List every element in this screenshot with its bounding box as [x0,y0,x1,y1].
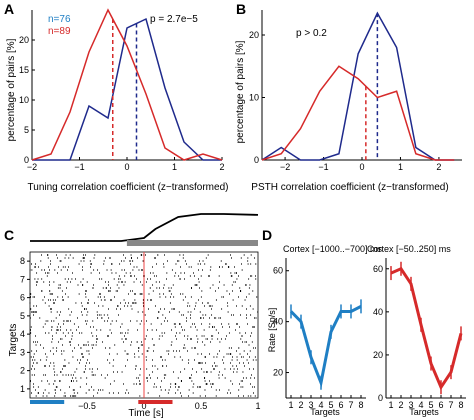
panel-d-right-ytick-label: 0 [378,393,383,403]
panel-b-ytick-label: 0 [254,155,259,165]
panel-c-ytick-label: 8 [20,256,25,266]
panel-d-right-xtick-label: 5 [428,400,433,410]
panel-d-right-xtick-label: 1 [388,400,393,410]
panel-b-xlabel: PSTH correlation coefficient (z−transfor… [251,182,448,193]
panel-c-ylabel: Targets [8,324,19,357]
panel-c-ytick-label: 1 [20,384,25,394]
panel-c-ytick-label: 5 [20,311,25,321]
panel-d-left-xtick-label: 3 [308,400,313,410]
panel-d-left-ytick-label: 40 [273,317,283,327]
panel-c-ytick-label: 2 [20,366,25,376]
panel-c: 1 2 3 4 5 6 7 8 −0.5 0 0.5 1 [20,213,261,411]
panel-d-left-title: Cortex [−1000..−700] ms [283,244,383,254]
panel-d-right-xtick-label: 4 [418,400,423,410]
panel-c-ytick-label: 7 [20,274,25,284]
panel-label-b: B [236,1,246,17]
panel-a-ylabel: percentage of pairs [%] [6,38,17,141]
panel-a-ytick-label: 5 [24,125,29,135]
panel-b-xtick-label: −2 [280,162,290,172]
panel-label-c: C [4,227,14,243]
panel-c-trace [30,213,259,242]
panel-a-xtick-label: 2 [219,162,224,172]
panel-d-left-ytick-label: 20 [273,368,283,378]
panel-c-xtick-label: 1 [255,401,260,411]
panel-label-d: D [262,227,272,243]
panel-b-xtick-label: −1 [318,162,328,172]
panel-b-series-0-line [261,11,455,161]
panel-a-pvalue: p = 2.7e−5 [150,14,198,25]
panel-d-right-ytick-label: 40 [373,307,383,317]
panel-a-ytick-label: 15 [19,65,29,75]
panel-d-right-xtick-label: 7 [448,400,453,410]
panel-c-red-bar [138,400,173,404]
panel-b-series-1-line [261,65,455,161]
panel-a-xlabel: Tuning correlation coefficient (z−transf… [28,182,229,193]
panel-d-left-xtick-label: 7 [348,400,353,410]
panel-a-series-1-line [31,8,223,161]
panel-c-xtick-label: 0.5 [195,401,208,411]
panel-d-left-ytick-label: 60 [273,266,283,276]
panel-a-ytick-label: 0 [24,155,29,165]
panel-a-legend-red: n=89 [48,26,71,37]
panel-d-right-xlabel: Targets [409,407,439,417]
panel-b-pvalue: p > 0.2 [296,28,327,39]
panel-c-blue-bar [30,400,65,404]
panel-d-right-series-0-line [390,266,463,391]
panel-a-xtick-label: −2 [27,162,37,172]
panel-b-ytick-label: 10 [249,93,259,103]
panel-d-left-xtick-label: 4 [318,400,323,410]
panel-a-xtick-label: 1 [172,162,177,172]
panel-d-left-xtick-label: 5 [328,400,333,410]
panel-c-spikes [29,254,258,397]
panel-d-left-xtick-label: 6 [338,400,343,410]
panel-a-ytick-label: 10 [19,95,29,105]
panel-c-gray-bar [126,240,259,246]
panel-c-xlabel: Time [s] [128,408,163,419]
panel-label-a: A [4,1,14,17]
panel-d-left-xlabel: Targets [310,407,340,417]
panel-c-xtick-label: 0 [141,401,146,411]
panel-d-right-ytick-label: 60 [373,264,383,274]
panel-a-xtick-label: 0 [124,162,129,172]
panel-c-ytick-label: 6 [20,293,25,303]
panel-b-ytick-label: 20 [249,30,259,40]
panel-a-series-0-line [32,17,222,161]
panel-c-ytick-label: 3 [20,347,25,357]
panel-a-ytick-label: 20 [19,35,29,45]
panel-b-xtick-label: 0 [359,162,364,172]
panel-d-right-title: Cortex [−50..250] ms [367,244,451,254]
panel-a-legend-blue: n=76 [48,14,71,25]
panel-d-right-xtick-label: 6 [438,400,443,410]
panel-c-xtick-label: −0.5 [78,401,96,411]
panel-b-ylabel: percentage of pairs [%] [235,40,246,143]
panel-b-xtick-label: 1 [398,162,403,172]
panel-c-ytick-label: 4 [20,329,25,339]
panel-d-right-xtick-label: 3 [408,400,413,410]
panel-d-right-xtick-label: 8 [458,400,463,410]
panel-d-right-xtick-label: 2 [398,400,403,410]
panel-d-right-ytick-label: 20 [373,350,383,360]
panel-d-left-xtick-label: 1 [288,400,293,410]
panel-d-left-xtick-label: 2 [298,400,303,410]
panel-d-left-series-0-line [289,305,362,389]
panel-d-left-xtick-label: 8 [358,400,363,410]
panel-d-ylabel: Rate [Sp/s] [267,308,277,353]
panel-a-xtick-label: −1 [74,162,84,172]
panel-b-xtick-label: 2 [436,162,441,172]
